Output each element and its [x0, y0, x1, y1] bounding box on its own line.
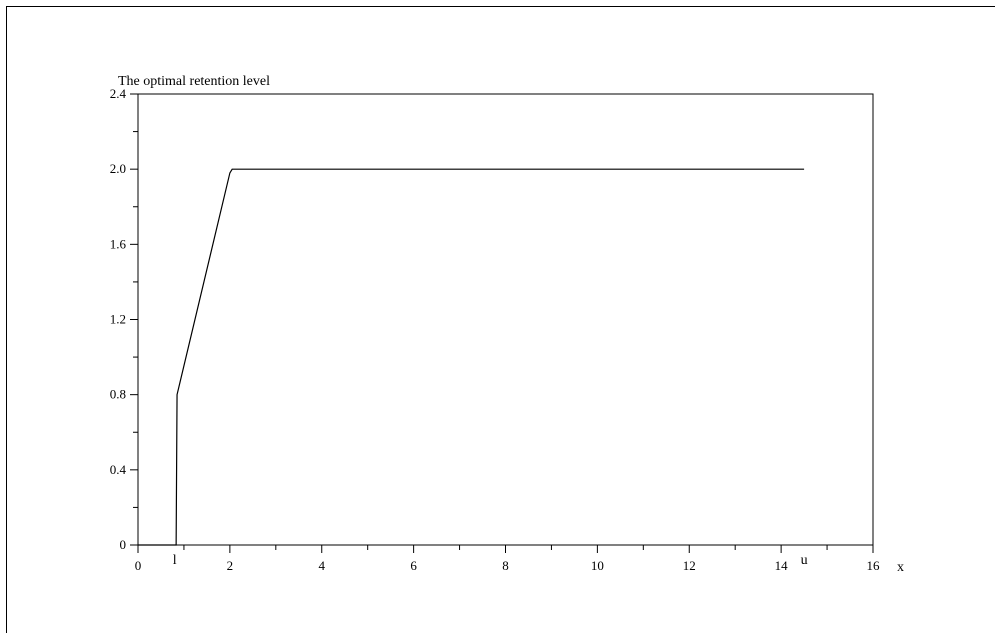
y-tick-label: 1.2: [110, 312, 126, 327]
tick-labels-group: 0 2 4 6 8 10 12 14 16 0 0.4 0.8 1.2 1.6 2.0 2.4: [110, 86, 880, 573]
x-tick-label: 6: [410, 558, 417, 573]
y-tick-label: 2.0: [110, 161, 126, 176]
plot-area: [137, 93, 874, 546]
y-tick-label: 0.4: [110, 462, 127, 477]
ticks-group: [130, 93, 874, 553]
x-tick-label: 16: [867, 558, 881, 573]
y-tick-label: 0.8: [110, 387, 126, 402]
x-tick-label: 8: [502, 558, 509, 573]
x-tick-label: 14: [775, 558, 789, 573]
x-tick-label: 10: [591, 558, 604, 573]
x-tick-label: 0: [135, 558, 142, 573]
y-tick-label: 0: [120, 537, 127, 552]
series-line: [138, 168, 805, 546]
chart-title: The optimal retention level: [118, 74, 270, 89]
figure-frame: [6, 6, 995, 633]
x-tick-label: 4: [319, 558, 326, 573]
x-tick-label: 2: [227, 558, 234, 573]
x-axis-label: x: [897, 560, 904, 575]
y-tick-label: 2.4: [110, 86, 127, 101]
axis-annotation-u: u: [801, 553, 808, 568]
x-tick-label: 12: [683, 558, 696, 573]
y-tick-label: 1.6: [110, 236, 127, 251]
axis-annotation-l: l: [173, 553, 177, 568]
